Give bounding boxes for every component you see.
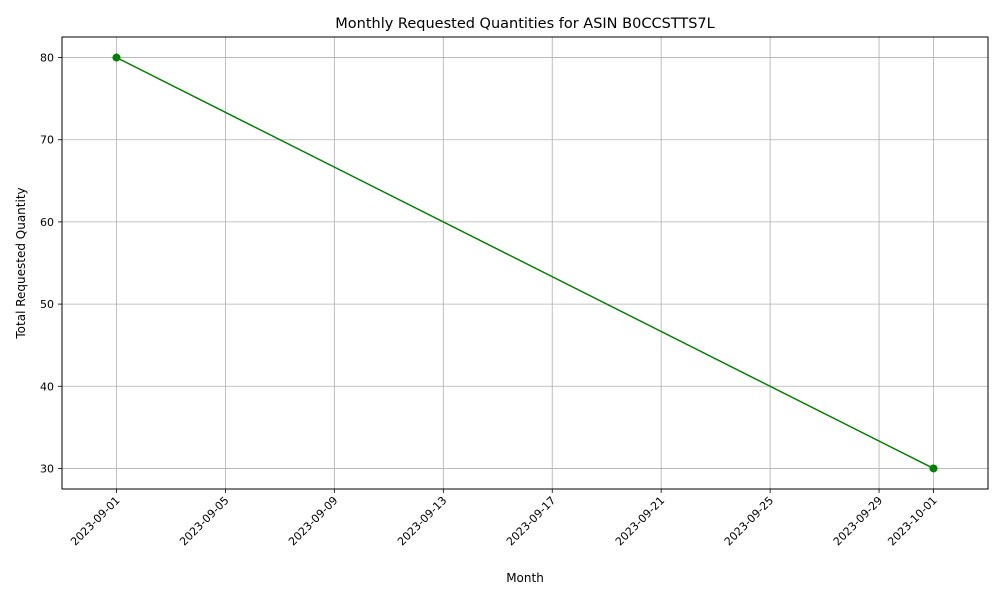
y-tick-label: 50 [40,298,54,311]
y-tick-label: 60 [40,216,54,229]
x-tick-label: 2023-09-05 [177,494,231,548]
data-point [929,464,938,473]
chart-title: Monthly Requested Quantities for ASIN B0… [335,16,715,32]
x-tick-label: 2023-09-09 [286,494,340,548]
x-tick-label: 2023-09-13 [395,494,449,548]
x-tick-label: 2023-09-25 [722,494,776,548]
y-tick-label: 70 [40,134,54,147]
series-layer [112,53,938,473]
y-tick-label: 30 [40,462,54,475]
x-tick-label: 2023-09-21 [613,494,667,548]
y-axis-ticks: 30 40 50 60 70 80 [40,52,62,475]
grid-lines [62,37,988,489]
y-axis-label: Total Requested Quantity [14,187,28,339]
series-line [116,56,934,470]
x-axis-label: Month [506,571,544,585]
x-tick-label: 2023-09-01 [68,494,122,548]
x-tick-label: 2023-09-17 [504,494,558,548]
x-tick-label: 2023-09-29 [831,494,885,548]
plot-area-frame [61,36,989,490]
x-tick-label: 2023-10-01 [885,494,939,548]
data-point [112,53,121,62]
y-tick-label: 80 [40,52,54,65]
y-tick-label: 40 [40,380,54,393]
x-axis-ticks: 2023-09-01 2023-09-05 2023-09-09 2023-09-13… [68,489,940,548]
